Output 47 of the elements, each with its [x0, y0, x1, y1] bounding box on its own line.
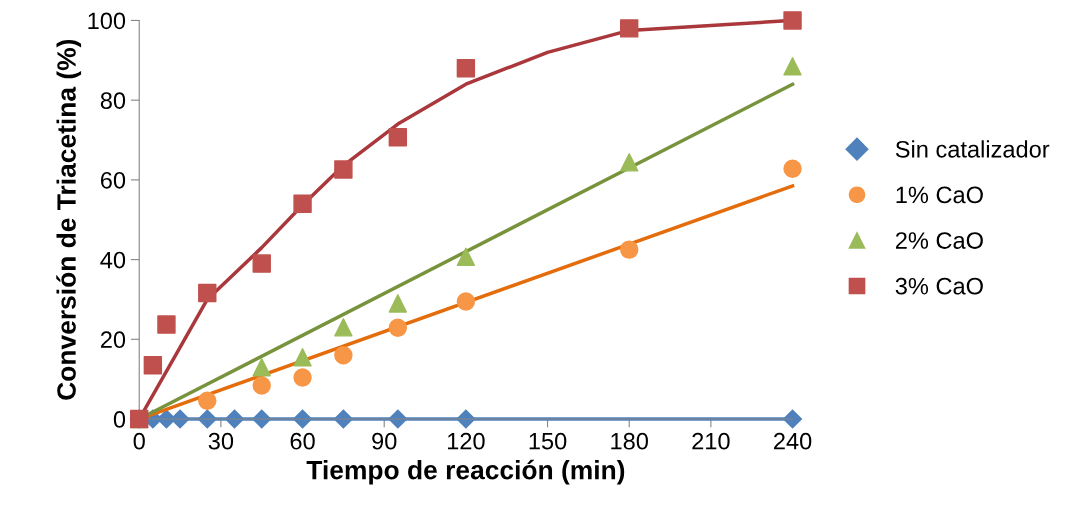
point [388, 128, 408, 147]
legend-label: 3% CaO [895, 277, 983, 295]
x-tick-label: 120 [447, 432, 485, 450]
point [783, 11, 802, 30]
point [388, 294, 408, 313]
x-tick-label: 90 [372, 432, 397, 450]
point [783, 409, 803, 429]
point [157, 315, 176, 334]
y-tick-label: 60 [100, 171, 126, 189]
x-tick-label: 210 [692, 432, 730, 450]
point [388, 318, 408, 337]
point [456, 59, 476, 78]
y-tick-label: 80 [100, 92, 126, 109]
legend-label: 1% CaO [896, 186, 983, 204]
x-tick-label: 30 [208, 432, 234, 450]
point [620, 19, 639, 38]
point [293, 194, 312, 213]
legend-label: Sin catalizador [895, 140, 1050, 158]
point [252, 376, 271, 395]
point [456, 247, 476, 266]
y-tick-label: 0 [113, 411, 126, 428]
legend-label: 2% CaO [895, 232, 983, 249]
x-tick-label: 180 [611, 432, 648, 450]
y-tick-label: 100 [88, 12, 126, 30]
point [252, 254, 271, 273]
point [334, 318, 353, 337]
x-tick-label: 150 [529, 432, 567, 450]
point [456, 292, 476, 311]
point [620, 153, 639, 172]
point [198, 283, 217, 303]
point [293, 348, 312, 367]
x-axis-title: Tiempo de reacción (min) [306, 459, 625, 485]
point [783, 159, 802, 178]
x-tick-label: 240 [774, 432, 812, 450]
y-tick-label: 20 [100, 331, 126, 349]
point [334, 160, 353, 179]
y-axis-title: Conversión de Triacetina (%) [56, 39, 82, 400]
point [293, 368, 312, 387]
point [252, 358, 271, 377]
point [198, 391, 217, 410]
point [143, 356, 163, 375]
x-tick-label: 0 [133, 432, 145, 450]
x-tick-label: 60 [290, 432, 315, 450]
point [783, 57, 802, 76]
y-tick-label: 40 [100, 251, 126, 269]
point [620, 240, 639, 259]
point [334, 346, 353, 365]
